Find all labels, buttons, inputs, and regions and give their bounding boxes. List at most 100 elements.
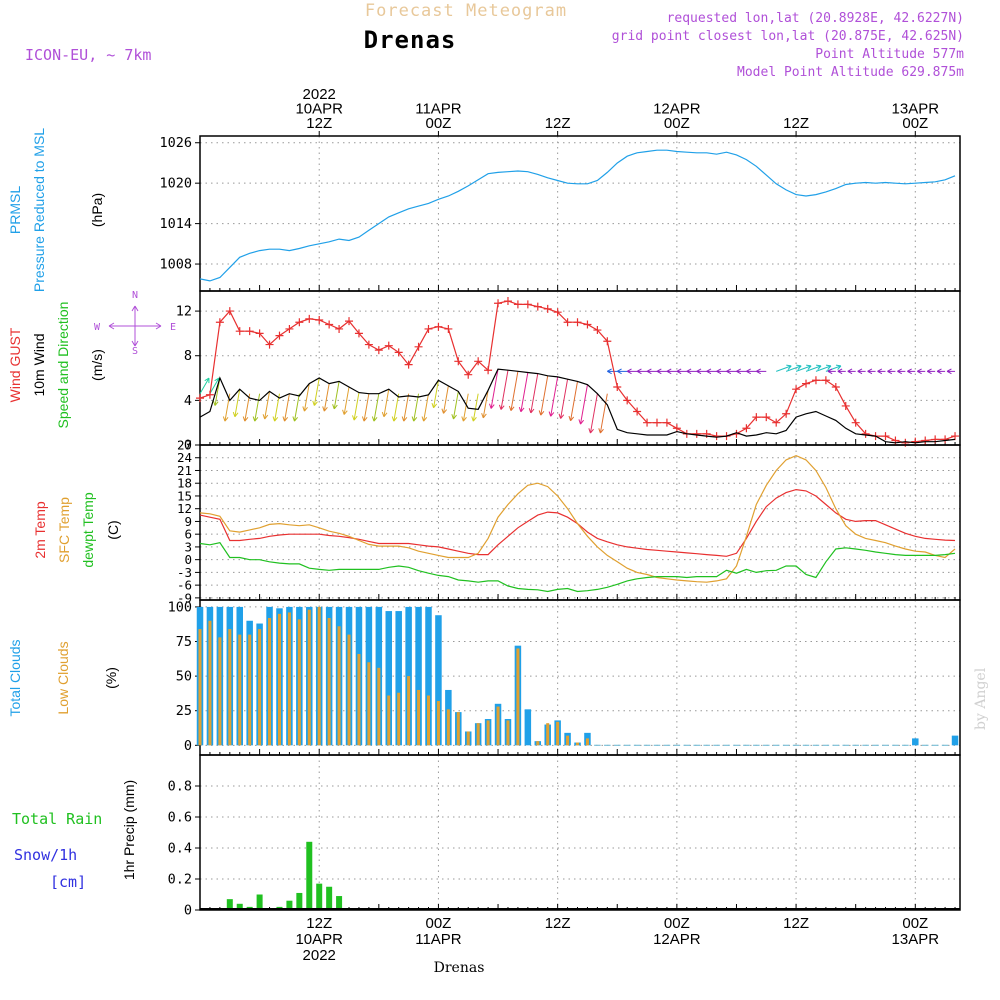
gust-marker [851, 418, 860, 427]
gust-marker [593, 326, 602, 335]
gust-marker [474, 357, 483, 366]
bar [415, 606, 422, 746]
y-tick-label: 0.4 [168, 841, 192, 857]
bar [367, 662, 371, 746]
gust-marker [523, 300, 532, 309]
wind-arrow [451, 391, 459, 420]
gust-marker [464, 370, 473, 379]
y-tick-label: 9 [184, 514, 192, 529]
y-tick-label: -6 [177, 578, 192, 593]
bar [792, 744, 800, 746]
bar [377, 667, 381, 746]
gust-marker [712, 432, 721, 441]
time-label-bottom: 10APR [295, 931, 343, 948]
gust-marker [255, 329, 264, 338]
bar [466, 731, 470, 746]
gust-marker [742, 424, 751, 433]
bar [486, 720, 490, 746]
bar [208, 620, 212, 746]
wind-arrow [481, 390, 489, 419]
bar [556, 721, 560, 746]
gust-marker [404, 360, 413, 369]
bar [743, 744, 750, 746]
compass-s: S [132, 346, 138, 357]
gust-marker [315, 316, 324, 325]
wind-arrow [736, 368, 747, 375]
wind-arrow [401, 393, 410, 422]
gust-marker [215, 318, 224, 327]
wind-arrow [726, 368, 737, 375]
wind-arrow [489, 369, 499, 409]
gust-marker [623, 396, 632, 405]
panel-pressure: 1008 1014 1020 1026 PRMSL Pressure Reduced to… [7, 128, 961, 292]
wind-arrow [578, 384, 588, 425]
bar [902, 744, 909, 746]
bar [892, 744, 899, 746]
wind-arrow [568, 381, 579, 422]
gust-marker [503, 297, 512, 306]
bar [387, 695, 391, 746]
panel-clouds: 0 25 50 75 100 Total Clouds Low Clouds (%) [7, 599, 961, 756]
bar [426, 695, 430, 746]
gust-marker [881, 432, 890, 441]
gust-marker [384, 341, 393, 350]
bar [496, 706, 500, 746]
y-tick-label: 75 [176, 634, 192, 650]
wind-arrow [421, 393, 429, 422]
y-axis-label: (%) [103, 667, 119, 689]
gust-marker [345, 317, 354, 326]
panel-frame [199, 444, 961, 601]
wind-arrow [847, 368, 856, 375]
time-label-bottom: 13APR [892, 931, 940, 948]
gust-marker [831, 382, 840, 391]
y-tick-label: -3 [177, 565, 192, 580]
gust-marker [951, 432, 960, 441]
wind-arrow [302, 383, 310, 412]
bar [297, 619, 301, 746]
bar [713, 744, 720, 746]
time-label-bottom: 12Z [545, 915, 571, 932]
time-label-bottom: 00Z [664, 915, 690, 932]
compass-e: E [170, 322, 176, 333]
y-axis-label: (hPa) [89, 193, 105, 227]
wind-arrow [352, 392, 360, 421]
series-dewpt-temp [199, 542, 956, 593]
rain-label: Total Rain [12, 810, 102, 828]
wind-arrow [636, 368, 648, 375]
credit-label: by Angel [973, 667, 989, 730]
time-label-top: 2022 [303, 86, 336, 103]
y-axis-label: (m/s) [89, 349, 105, 381]
gust-marker [941, 435, 950, 444]
time-label-top: 00Z [426, 115, 452, 132]
y-tick-label: 1014 [159, 216, 192, 232]
gust-marker [444, 324, 453, 333]
bar [446, 709, 450, 746]
gust-marker [613, 382, 622, 391]
wind-arrow [262, 391, 271, 420]
bar [417, 689, 421, 746]
y-axis-label: PRMSL [7, 186, 23, 234]
time-label-bottom: 2022 [303, 947, 336, 964]
y-tick-label: 0.2 [168, 872, 192, 888]
wind-arrow [867, 368, 876, 375]
bar [812, 744, 820, 746]
y-tick-label: -9 [177, 590, 192, 605]
y-tick-label: 12 [177, 501, 192, 516]
y-tick-label: 4 [184, 393, 192, 409]
y-tick-label: 0 [184, 438, 192, 454]
y-tick-label: 27 [177, 438, 192, 453]
wind-arrow [706, 368, 717, 375]
gust-marker [354, 329, 363, 338]
wind-arrow [199, 377, 210, 394]
y-tick-label: 50 [176, 669, 192, 685]
y-axis-label: 2m Temp [32, 501, 48, 559]
gust-marker [672, 424, 681, 433]
bar [872, 744, 879, 746]
bar [228, 629, 232, 746]
wind-arrow [785, 364, 802, 372]
y-tick-label: 0.6 [168, 810, 192, 826]
gust-marker [285, 324, 294, 333]
y-tick-label: 25 [176, 703, 192, 719]
bar [683, 744, 691, 746]
